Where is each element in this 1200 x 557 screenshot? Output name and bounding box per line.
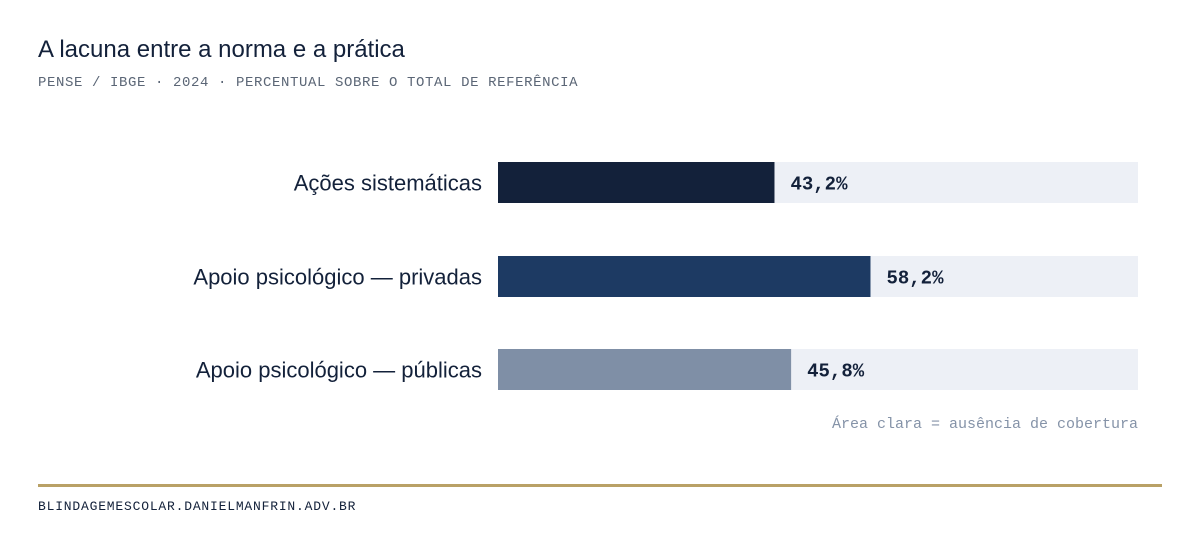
chart-subtitle: PENSE / IBGE · 2024 · PERCENTUAL SOBRE O… xyxy=(38,75,579,91)
bar-apoio-psicologico-privadas xyxy=(498,256,871,297)
value-label-acoes-sistematicas: 43,2% xyxy=(790,174,848,196)
footer-divider xyxy=(38,484,1162,487)
chart-title: A lacuna entre a norma e a prática xyxy=(38,36,405,63)
value-label-apoio-psicologico-privadas: 58,2% xyxy=(886,268,944,290)
category-label-acoes-sistematicas: Ações sistemáticas xyxy=(294,171,482,196)
footer-source: BLINDAGEMESCOLAR.DANIELMANFRIN.ADV.BR xyxy=(38,499,357,514)
category-label-apoio-psicologico-publicas: Apoio psicológico — públicas xyxy=(196,358,482,383)
coverage-note: Área clara = ausência de cobertura xyxy=(831,416,1138,433)
value-label-apoio-psicologico-publicas: 45,8% xyxy=(807,361,865,383)
bar-acoes-sistematicas xyxy=(498,162,775,203)
category-label-apoio-psicologico-privadas: Apoio psicológico — privadas xyxy=(193,265,482,290)
bar-apoio-psicologico-publicas xyxy=(498,349,792,390)
